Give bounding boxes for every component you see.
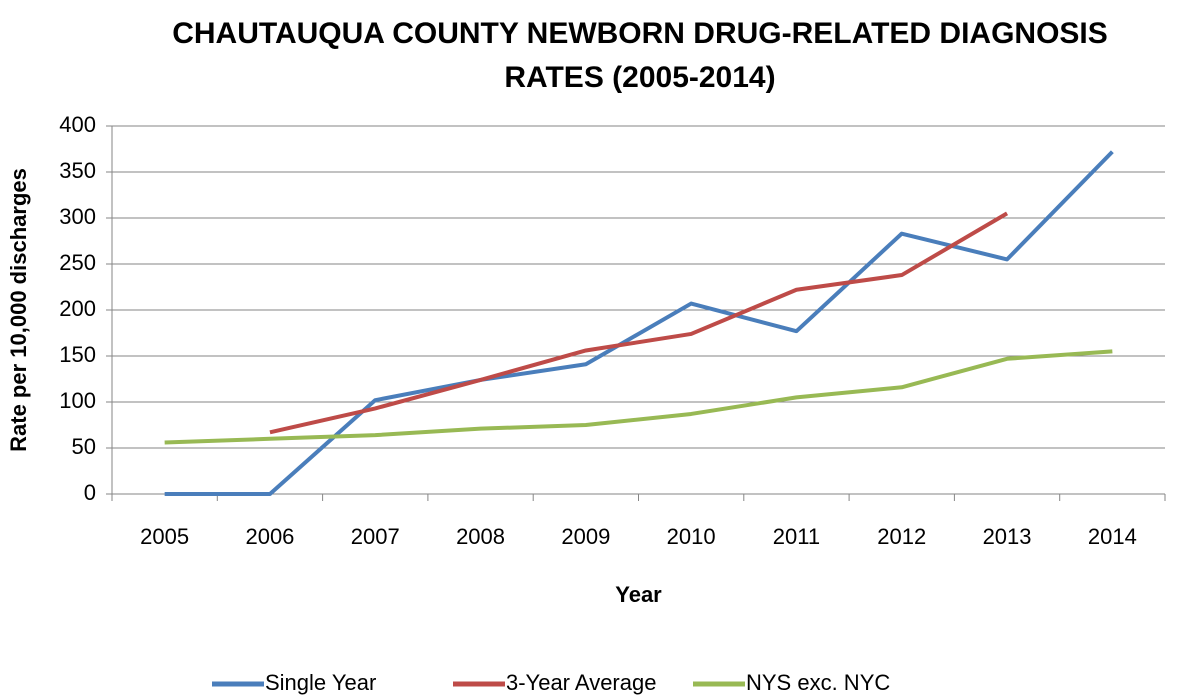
legend-label: 3-Year Average: [506, 670, 656, 695]
x-tick-label: 2013: [983, 524, 1032, 549]
legend-label: Single Year: [265, 670, 376, 695]
y-tick-label: 100: [59, 388, 96, 413]
y-tick-label: 250: [59, 250, 96, 275]
x-tick-label: 2005: [140, 524, 189, 549]
x-tick-label: 2008: [456, 524, 505, 549]
y-tick-label: 300: [59, 204, 96, 229]
chart-title: CHAUTAUQUA COUNTY NEWBORN DRUG-RELATED D…: [172, 17, 1108, 94]
x-tick-label: 2009: [561, 524, 610, 549]
y-axis-label: Rate per 10,000 discharges: [6, 168, 31, 452]
legend-label: NYS exc. NYC: [746, 670, 890, 695]
series-line: [164, 150, 1114, 496]
y-tick-label: 150: [59, 342, 96, 367]
x-tick-label: 2012: [877, 524, 926, 549]
series-line: [269, 211, 1009, 435]
y-tick-label: 50: [72, 434, 96, 459]
x-tick-label: 2006: [245, 524, 294, 549]
x-axis-label: Year: [615, 582, 662, 607]
y-tick-label: 350: [59, 158, 96, 183]
y-tick-label: 0: [84, 480, 96, 505]
x-tick-label: 2011: [773, 524, 820, 549]
y-tick-label: 200: [59, 296, 96, 321]
x-tick-label: 2007: [351, 524, 400, 549]
x-tick-label: 2014: [1088, 524, 1137, 549]
series-line: [164, 349, 1113, 445]
x-tick-label: 2010: [667, 524, 716, 549]
y-tick-label: 400: [59, 112, 96, 137]
